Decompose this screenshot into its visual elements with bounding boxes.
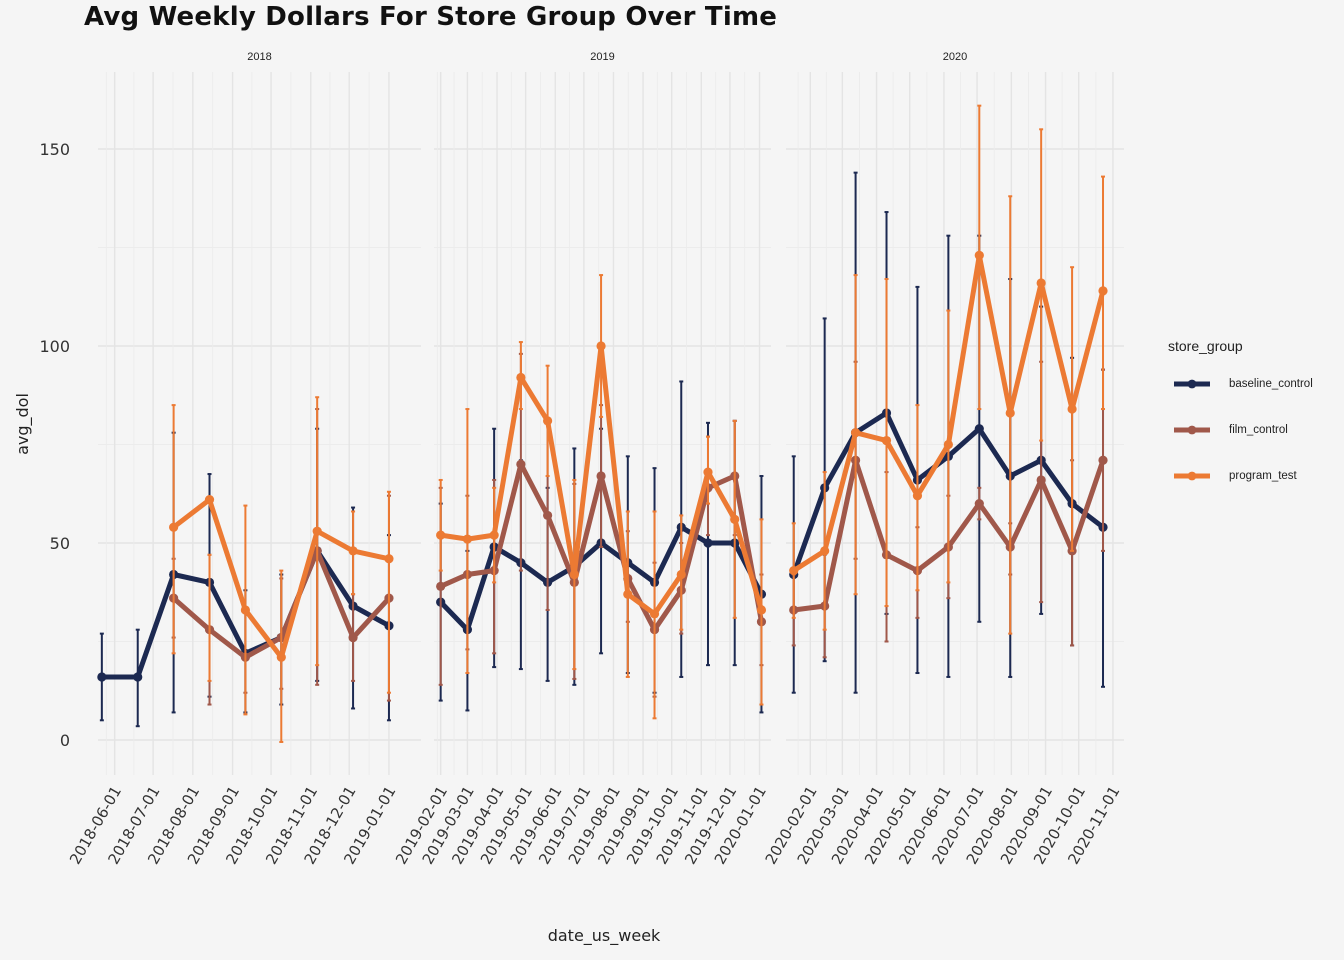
data-point: [384, 554, 394, 564]
legend-point: [1187, 379, 1197, 389]
data-point: [1036, 278, 1046, 288]
y-axis: 0 50 100 150: [39, 140, 70, 750]
panel-grid-2020: [786, 72, 1124, 775]
chart-title: Avg Weekly Dollars For Store Group Over …: [84, 2, 778, 32]
series-program_test: [789, 104, 1108, 635]
data-layer: [97, 104, 1108, 743]
data-point: [676, 569, 686, 580]
data-point: [1005, 408, 1015, 418]
grid-layer: 2018 2019 2020: [98, 51, 1124, 775]
data-point: [974, 499, 984, 509]
data-point: [820, 546, 830, 556]
legend-label: film_control: [1229, 424, 1288, 436]
facet-label-2020: 2020: [943, 51, 967, 63]
legend-item-program_test: program_test: [1168, 468, 1297, 514]
y-tick-label: 0: [60, 731, 70, 750]
data-point: [436, 581, 446, 591]
data-point: [974, 250, 984, 260]
facet-label-2018: 2018: [247, 51, 271, 63]
data-point: [462, 534, 473, 544]
legend-label: baseline_control: [1229, 378, 1313, 390]
series-program_test: [436, 274, 767, 720]
legend-key-film_control: [1174, 425, 1210, 435]
panel-grid-2018: [98, 72, 421, 775]
x-axis-label: date_us_week: [548, 926, 661, 946]
data-point: [703, 538, 713, 548]
legend-item-film_control: film_control: [1168, 422, 1288, 468]
data-point: [276, 652, 286, 662]
legend-key-baseline_control: [1174, 379, 1210, 389]
data-point: [543, 510, 553, 521]
data-point: [596, 341, 606, 351]
data-point: [569, 569, 579, 580]
legend-point: [1187, 471, 1197, 481]
legend-key-program_test: [1174, 471, 1210, 481]
data-point: [133, 672, 143, 682]
data-point: [703, 467, 713, 477]
data-point: [1098, 455, 1108, 465]
data-point: [881, 435, 892, 446]
legend: store_group baseline_control film_control…: [1168, 338, 1313, 514]
data-point: [943, 439, 953, 450]
series-program_test: [169, 396, 394, 743]
data-point: [516, 459, 526, 469]
y-tick-label: 100: [39, 337, 70, 356]
data-point: [436, 530, 446, 540]
data-point: [516, 372, 526, 383]
data-point: [543, 416, 553, 426]
data-point: [489, 530, 499, 540]
legend-label: program_test: [1229, 470, 1297, 482]
panel-data-2020: [789, 104, 1108, 694]
data-point: [912, 491, 923, 501]
legend-item-baseline_control: baseline_control: [1168, 376, 1313, 422]
data-point: [649, 609, 660, 619]
data-point: [974, 424, 984, 434]
legend-items: baseline_control film_control program_test: [1168, 376, 1313, 514]
data-point: [623, 589, 633, 599]
data-point: [204, 495, 215, 505]
data-point: [312, 526, 322, 536]
data-point: [1036, 475, 1046, 485]
legend-point: [1187, 425, 1197, 435]
data-point: [240, 605, 251, 615]
data-point: [348, 632, 358, 643]
y-axis-label: avg_dol: [13, 393, 33, 455]
y-tick-label: 50: [50, 534, 70, 553]
data-point: [730, 514, 740, 524]
panel-grid-2019: [434, 72, 771, 775]
panel-data-2018: [97, 396, 394, 743]
data-point: [756, 605, 767, 615]
panel-data-2019: [436, 274, 767, 720]
data-point: [1098, 286, 1108, 296]
y-tick-label: 150: [39, 140, 70, 159]
x-axis: 2018-06-012018-07-012018-08-012018-09-01…: [66, 783, 1123, 868]
legend-title: store_group: [1168, 338, 1243, 354]
data-point: [596, 471, 606, 481]
data-point: [169, 522, 179, 532]
data-point: [1067, 404, 1077, 414]
data-point: [789, 565, 799, 576]
data-point: [850, 428, 861, 438]
data-point: [97, 672, 107, 682]
facet-label-2019: 2019: [590, 51, 614, 63]
data-point: [348, 546, 358, 556]
